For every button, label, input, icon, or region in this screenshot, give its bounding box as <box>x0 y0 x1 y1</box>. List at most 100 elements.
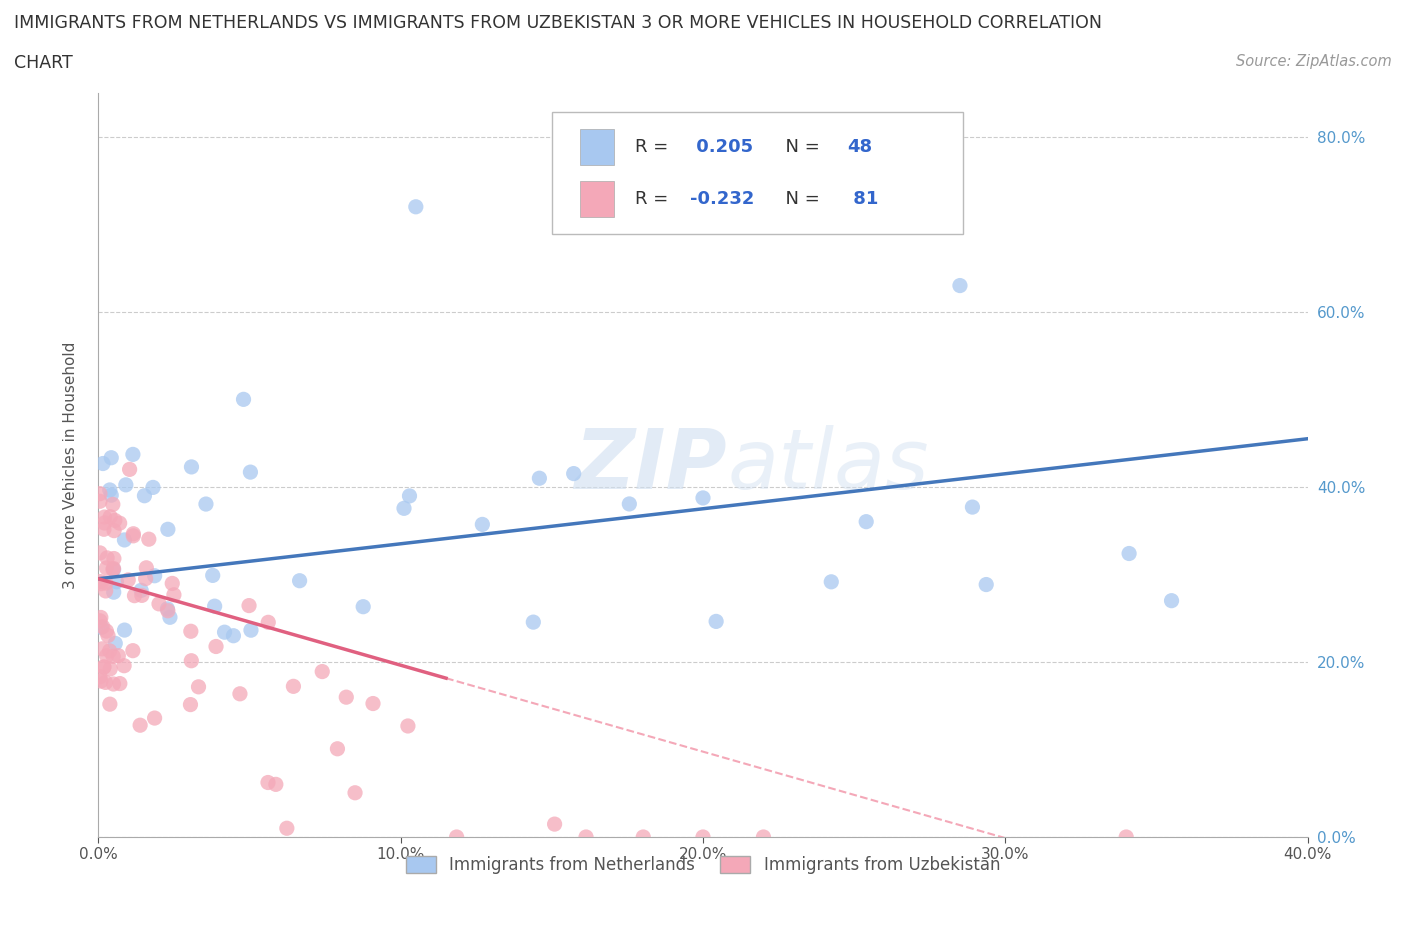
Point <box>103 585 125 600</box>
Point <box>112 658 135 673</box>
Point <box>96 648 118 663</box>
Point <box>122 526 145 541</box>
Point <box>91 642 114 657</box>
Text: R =: R = <box>636 138 675 156</box>
Point <box>108 516 131 531</box>
Point <box>103 676 125 691</box>
Point <box>201 568 224 583</box>
Point <box>101 562 124 577</box>
Point <box>94 583 117 598</box>
Point <box>89 546 111 561</box>
Text: 81: 81 <box>846 190 879 208</box>
Point <box>131 588 153 603</box>
Point <box>179 698 201 712</box>
Point <box>124 588 146 603</box>
Point <box>446 830 468 844</box>
Point <box>562 466 585 481</box>
Point <box>543 817 565 831</box>
Point <box>257 615 280 630</box>
Point <box>288 573 311 588</box>
Point <box>335 690 357 705</box>
Point <box>204 599 226 614</box>
Text: N =: N = <box>775 138 825 156</box>
Point <box>98 483 121 498</box>
Point <box>471 517 494 532</box>
Point <box>311 664 333 679</box>
Point <box>575 830 598 844</box>
Point <box>122 447 145 462</box>
Point <box>156 604 179 618</box>
Text: R =: R = <box>636 190 675 208</box>
Point <box>361 696 384 711</box>
Point <box>405 199 427 214</box>
Point <box>101 497 124 512</box>
Point <box>156 602 179 617</box>
Point <box>855 514 877 529</box>
Point <box>93 659 115 674</box>
Point <box>105 575 128 590</box>
Point <box>114 533 136 548</box>
Point <box>135 571 157 586</box>
Point <box>89 574 111 589</box>
Point <box>239 465 262 480</box>
Text: 0.205: 0.205 <box>690 138 752 156</box>
Point <box>974 578 997 592</box>
Point <box>752 830 775 844</box>
Point <box>180 459 202 474</box>
Point <box>1115 830 1137 844</box>
Point <box>107 648 129 663</box>
Point <box>117 573 139 588</box>
FancyBboxPatch shape <box>579 129 613 165</box>
Point <box>704 614 727 629</box>
Point <box>103 561 125 576</box>
Text: IMMIGRANTS FROM NETHERLANDS VS IMMIGRANTS FROM UZBEKISTAN 3 OR MORE VEHICLES IN : IMMIGRANTS FROM NETHERLANDS VS IMMIGRANT… <box>14 14 1102 32</box>
Point <box>103 524 125 538</box>
Text: atlas: atlas <box>727 424 929 506</box>
Point <box>94 576 117 591</box>
Point <box>138 532 160 547</box>
Point <box>163 588 186 603</box>
Point <box>118 462 141 477</box>
Point <box>229 686 252 701</box>
Point <box>143 568 166 583</box>
Point <box>96 624 118 639</box>
Point <box>232 392 254 406</box>
Point <box>104 513 127 528</box>
Text: 48: 48 <box>846 138 872 156</box>
Point <box>89 670 111 684</box>
Point <box>96 561 118 576</box>
Point <box>108 676 131 691</box>
Point <box>89 614 111 629</box>
FancyBboxPatch shape <box>551 112 963 234</box>
Point <box>98 661 121 676</box>
Point <box>143 711 166 725</box>
Text: N =: N = <box>775 190 825 208</box>
Point <box>135 561 157 576</box>
Point <box>90 610 112 625</box>
Point <box>103 562 125 577</box>
Point <box>352 599 374 614</box>
Point <box>962 499 984 514</box>
Point <box>114 623 136 638</box>
Point <box>1160 593 1182 608</box>
Point <box>114 477 136 492</box>
Point <box>122 528 145 543</box>
Point <box>98 510 121 525</box>
Point <box>392 501 415 516</box>
Point <box>100 450 122 465</box>
Point <box>142 480 165 495</box>
Point <box>283 679 305 694</box>
Point <box>187 680 209 695</box>
Point <box>156 522 179 537</box>
Point <box>90 577 112 591</box>
Point <box>1118 546 1140 561</box>
Point <box>100 487 122 502</box>
Point <box>134 488 156 503</box>
Point <box>93 510 115 525</box>
Y-axis label: 3 or more Vehicles in Household: 3 or more Vehicles in Household <box>63 341 77 589</box>
Point <box>97 628 120 643</box>
Point <box>103 551 125 566</box>
Point <box>96 551 118 565</box>
Point <box>396 719 419 734</box>
FancyBboxPatch shape <box>579 181 613 217</box>
